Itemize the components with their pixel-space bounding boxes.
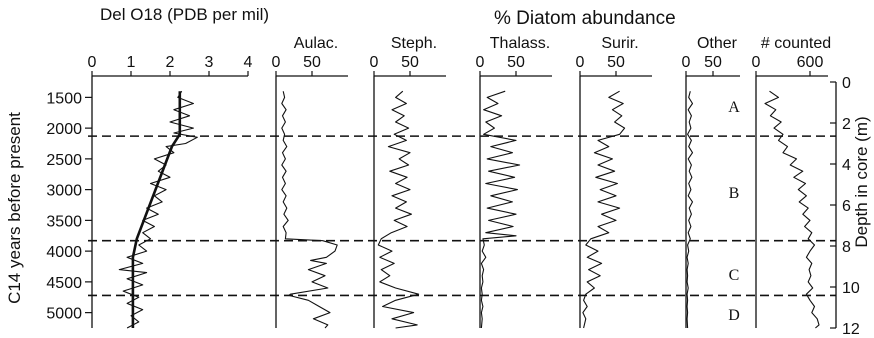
thalass-series-1-line [480,90,521,329]
surir-x-tick-label: 50 [607,54,625,71]
d18o-x-tick-label: 3 [205,54,214,71]
d18o-x-tick-label: 0 [88,54,97,71]
d18o-title: Del O18 (PDB per mil) [100,5,269,24]
d18o-x-tick-label: 4 [244,54,253,71]
year-tick-label: 2500 [46,152,82,169]
other-x-tick-label: 50 [704,54,722,71]
depth-tick-label: 8 [842,239,851,256]
depth-tick-label: 0 [842,75,851,92]
steph-panel-label: Steph. [391,35,437,52]
zone-label-b: B [729,185,740,202]
d18o-x-tick-label: 1 [127,54,136,71]
other-x-tick-label: 0 [682,54,691,71]
aulac-x-tick-label: 50 [303,54,321,71]
diatom-title: % Diatom abundance [494,8,676,29]
aulac-series-1-line [281,91,338,329]
zone-label-a: A [728,99,740,116]
year-tick-label: 4500 [46,275,82,292]
thalass-x-tick-label: 50 [507,54,525,71]
steph-series-1-line [377,90,420,329]
thalass-x-tick-label: 0 [476,54,485,71]
year-tick-label: 3000 [46,183,82,200]
counted-x-tick-label: 0 [752,54,761,71]
steph-x-tick-label: 0 [370,54,379,71]
year-tick-label: 1500 [46,90,82,107]
surir-panel-label: Surir. [601,35,638,52]
year-tick-label: 4000 [46,244,82,261]
depth-tick-label: 2 [842,116,851,133]
surir-series-1-line [582,90,626,329]
aulac-x-tick-label: 0 [272,54,281,71]
other-panel-label: Other [697,35,738,52]
d18o-series-1-line [118,90,198,329]
d18o-series-2-line [131,91,182,328]
counted-series-1-line [764,90,820,329]
year-tick-label: 5000 [46,306,82,323]
other-series-1-line [686,91,694,329]
d18o-x-tick-label: 2 [166,54,175,71]
thalass-panel-label: Thalass. [490,35,550,52]
counted-x-tick-label: 600 [797,54,824,71]
depth-tick-label: 12 [842,321,860,338]
year-tick-label: 2000 [46,121,82,138]
surir-x-tick-label: 0 [576,54,585,71]
counted-panel-label: # counted [761,35,831,52]
depth-tick-label: 4 [842,157,851,174]
y-left-label: C14 years before present [5,112,24,304]
zone-label-c: C [729,267,740,284]
steph-x-tick-label: 50 [401,54,419,71]
y-right-label: Depth in core (m) [852,116,871,247]
zone-label-d: D [728,307,740,324]
aulac-panel-label: Aulac. [294,35,338,52]
depth-tick-label: 10 [842,280,860,297]
depth-tick-label: 6 [842,198,851,215]
year-tick-label: 3500 [46,213,82,230]
